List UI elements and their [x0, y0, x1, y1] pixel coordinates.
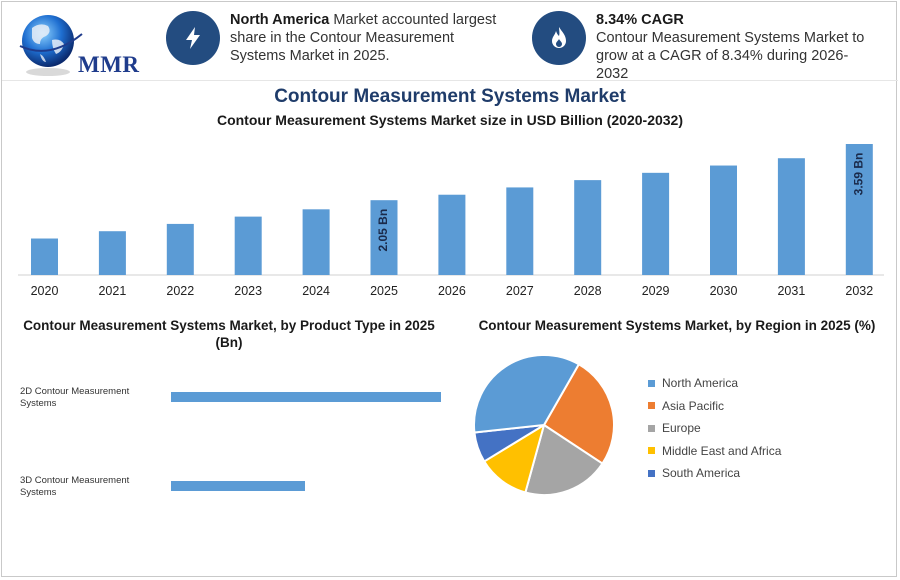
region-pie-chart — [473, 354, 615, 496]
hbar-2 — [171, 481, 305, 491]
bar-2028 — [574, 180, 602, 275]
growth-flame-icon — [532, 11, 586, 65]
bar-2023 — [234, 216, 262, 275]
legend-item: South America — [648, 462, 781, 485]
bar-data-label: 3.59 Bn — [851, 153, 865, 196]
x-tick-label: 2026 — [438, 284, 466, 298]
bar-2021 — [98, 231, 126, 275]
bar-2031 — [777, 158, 805, 275]
bar-2032 — [845, 144, 873, 275]
legend-label: North America — [662, 376, 739, 391]
x-tick-label: 2021 — [98, 284, 126, 298]
chart-title: Contour Measurement Systems Market — [274, 86, 626, 107]
legend-swatch — [648, 424, 655, 432]
bar-2025 — [370, 200, 398, 275]
bar-2022 — [166, 223, 194, 275]
product-type-chart-title: Contour Measurement Systems Market, by P… — [23, 318, 435, 350]
legend-item: Europe — [648, 417, 781, 440]
hbar-category-label: 3D Contour Measurement Systems — [20, 475, 130, 498]
x-tick-label: 2029 — [642, 284, 670, 298]
info-left-text: Market accounted largest share in the Co… — [230, 12, 497, 64]
x-tick-label: 2025 — [370, 284, 398, 298]
x-tick-label: 2020 — [31, 284, 59, 298]
info-right-text: Contour Measurement Systems Market to gr… — [596, 30, 865, 82]
header-divider — [2, 80, 898, 81]
hbar-category-label: 2D Contour Measurement Systems — [20, 386, 130, 409]
x-tick-label: 2030 — [710, 284, 738, 298]
bar-2024 — [302, 209, 330, 275]
hbar-1 — [171, 392, 441, 402]
x-tick-label: 2027 — [506, 284, 534, 298]
legend-label: Middle East and Africa — [662, 443, 782, 458]
bar-2020 — [31, 238, 58, 275]
legend-label: Asia Pacific — [662, 398, 725, 413]
legend-swatch — [648, 379, 655, 387]
x-tick-label: 2022 — [166, 284, 194, 298]
region-legend: North America Asia Pacific Europe Middle Ea… — [648, 372, 781, 485]
chart-subtitle: Contour Measurement Systems Market size … — [216, 112, 684, 128]
x-tick-label: 2028 — [574, 284, 602, 298]
pie-slice-asia-pacific — [542, 362, 615, 465]
lightning-icon — [166, 11, 220, 65]
bar-2027 — [506, 187, 534, 275]
pie-slice-north-america — [473, 354, 581, 434]
x-tick-label: 2024 — [302, 284, 330, 298]
info-cagr: 8.34% CAGR Contour Measurement Systems M… — [532, 11, 876, 83]
legend-swatch — [648, 402, 655, 410]
mmr-logo: MMR — [14, 10, 154, 82]
x-tick-label: 2031 — [777, 284, 805, 298]
bar-data-label: 2.05 Bn — [376, 209, 390, 252]
x-tick-label: 2023 — [234, 284, 262, 298]
legend-item: North America — [648, 372, 781, 395]
legend-swatch — [648, 469, 655, 477]
region-chart-title: Contour Measurement Systems Market, by R… — [478, 318, 876, 333]
globe-icon — [19, 15, 83, 76]
legend-item: Middle East and Africa — [648, 440, 781, 463]
market-size-bar-chart: 2020 2021 2022 2023 2024 2025 2.05 Bn 2026 2027 2… — [18, 144, 884, 298]
legend-swatch — [648, 447, 655, 455]
x-tick-label: 2032 — [845, 284, 873, 298]
bar-2030 — [710, 165, 737, 275]
info-left-bold: North America — [230, 12, 330, 28]
product-type-bar-chart: 2D Contour Measurement Systems 3D Contour … — [20, 386, 441, 498]
bar-2029 — [642, 172, 670, 275]
pie-slice-europe — [524, 423, 604, 496]
info-right-bold: 8.34% CAGR — [596, 12, 684, 28]
legend-item: Asia Pacific — [648, 395, 781, 418]
legend-label: Europe — [662, 421, 701, 436]
legend-label: South America — [662, 466, 741, 481]
info-north-america: North America Market accounted largest s… — [166, 11, 505, 65]
bar-2026 — [438, 194, 466, 275]
logo-text: MMR — [78, 52, 140, 77]
